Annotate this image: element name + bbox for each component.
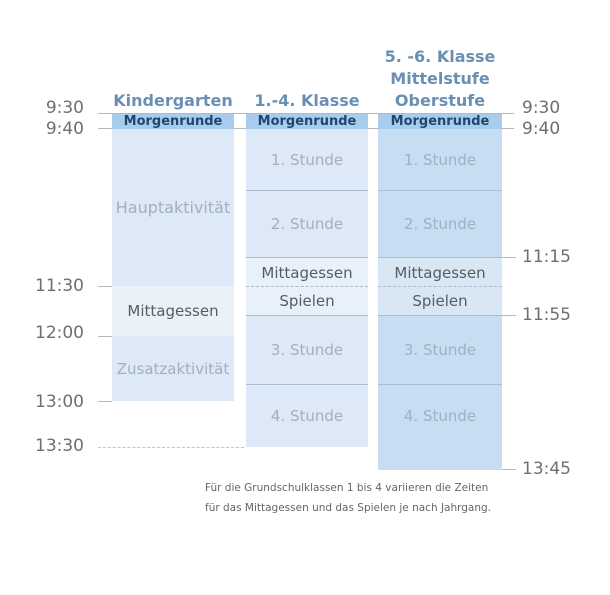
grades-1-4-lesson4: 4. Stunde [270,407,344,425]
grades-1-4-lunch: Mittagessen [246,258,368,287]
line-0930 [98,113,514,114]
grades-5-6-lesson1: 1. Stunde [403,150,477,169]
grades-5-6-title-line3: Oberstufe [394,91,486,110]
grades-5-6-title-line2: Mittelstufe [390,69,490,88]
time-left-1130: 11:30 [35,276,84,296]
grades-1-4-divider-3 [246,315,368,316]
grades-5-6-title-line1: 5. -6. Klasse [384,47,496,66]
grades-1-4-morning-block: Morgenrunde [246,114,368,129]
grades-5-6-column: Morgenrunde 1. Stunde 2. Stunde Mittages… [378,114,502,470]
grades-5-6-divider-2 [378,257,502,258]
grades-5-6-divider-3 [378,315,502,316]
time-right-0930: 9:30 [522,98,561,118]
time-right-0940: 9:40 [522,119,561,139]
grades-5-6-divider-1 [378,190,502,191]
grades-5-6-play: Spielen [378,287,502,315]
kindergarten-main-activity: Hauptaktivität [112,129,234,286]
grades-1-4-dashed-divider [246,286,368,287]
time-left-1200: 12:00 [35,323,84,343]
grades-5-6-lesson2: 2. Stunde [403,215,477,233]
time-left-1300: 13:00 [35,392,84,412]
line-1300 [98,401,112,402]
time-left-0930: 9:30 [45,98,84,118]
line-1115 [502,257,516,258]
kindergarten-morning-block: Morgenrunde [112,114,234,129]
grades-1-4-divider-2 [246,257,368,258]
grades-1-4-lesson3: 3. Stunde [270,341,344,359]
time-left-1330: 13:30 [35,436,84,456]
grades-5-6-lesson3: 3. Stunde [403,341,477,359]
time-right-1155: 11:55 [522,305,571,325]
footnote-line1: Für die Grundschulklassen 1 bis 4 variie… [205,482,489,494]
kindergarten-extra-activity: Zusatzaktivität [112,336,234,401]
grades-1-4-title: 1.-4. Klasse [254,91,360,110]
grades-1-4-lesson2: 2. Stunde [270,215,344,233]
grades-1-4-divider-4 [246,384,368,385]
kindergarten-lunch: Mittagessen [112,286,234,336]
grades-1-4-divider-1 [246,190,368,191]
grades-5-6-lesson4: 4. Stunde [403,407,477,425]
line-1200 [98,336,112,337]
line-1155 [502,315,516,316]
grades-1-4-play: Spielen [246,287,368,315]
grades-5-6-morning-block: Morgenrunde [378,114,502,129]
line-1330 [98,447,244,448]
line-1130 [98,286,112,287]
kindergarten-column: Morgenrunde Hauptaktivität Mittagessen Z… [112,114,234,402]
kindergarten-title: Kindergarten [113,91,233,110]
line-1345 [502,469,516,470]
footnote-line2: für das Mittagessen und das Spielen je n… [205,502,492,514]
time-right-1115: 11:15 [522,247,571,267]
grades-5-6-divider-4 [378,384,502,385]
time-left-0940: 9:40 [45,119,84,139]
grades-5-6-lunch: Mittagessen [378,258,502,287]
time-right-1345: 13:45 [522,459,571,479]
grades-1-4-lesson1: 1. Stunde [270,150,344,169]
grades-5-6-dashed-divider [378,286,502,287]
grades-1-4-column: Morgenrunde 1. Stunde 2. Stunde Mittages… [246,114,368,447]
